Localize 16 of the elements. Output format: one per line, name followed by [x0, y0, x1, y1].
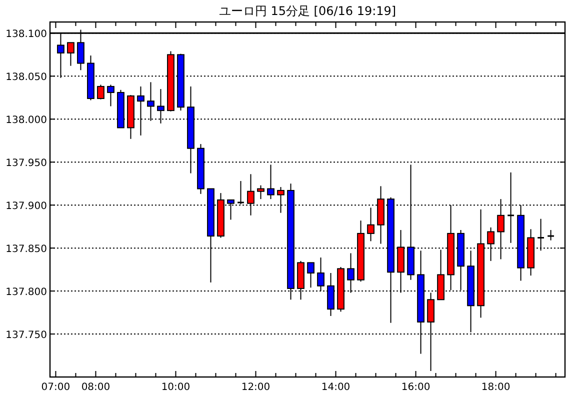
y-tick-label: 137.950 — [6, 158, 47, 170]
x-tick-label: 07:00 — [41, 382, 70, 393]
title: ユーロ円 15分足 [06/16 19:19] — [218, 4, 396, 18]
y-tick-label: 137.900 — [6, 201, 47, 212]
y-tick-label: 138.100 — [6, 29, 47, 40]
x-tick-label: 08:00 — [81, 382, 110, 393]
y-tick-label: 138.000 — [6, 115, 47, 126]
x-tick-label: 14:00 — [321, 382, 350, 393]
x-tick-label: 12:00 — [241, 382, 270, 393]
x-tick-label: 10:00 — [161, 382, 190, 393]
x-tick-label: 18:00 — [481, 382, 510, 393]
x-tick-label: 16:00 — [401, 382, 430, 393]
y-tick-label: 137.750 — [6, 330, 47, 342]
y-tick-label: 138.050 — [6, 72, 47, 84]
y-tick-label: 137.850 — [6, 244, 47, 256]
y-tick-label: 137.800 — [6, 287, 47, 298]
